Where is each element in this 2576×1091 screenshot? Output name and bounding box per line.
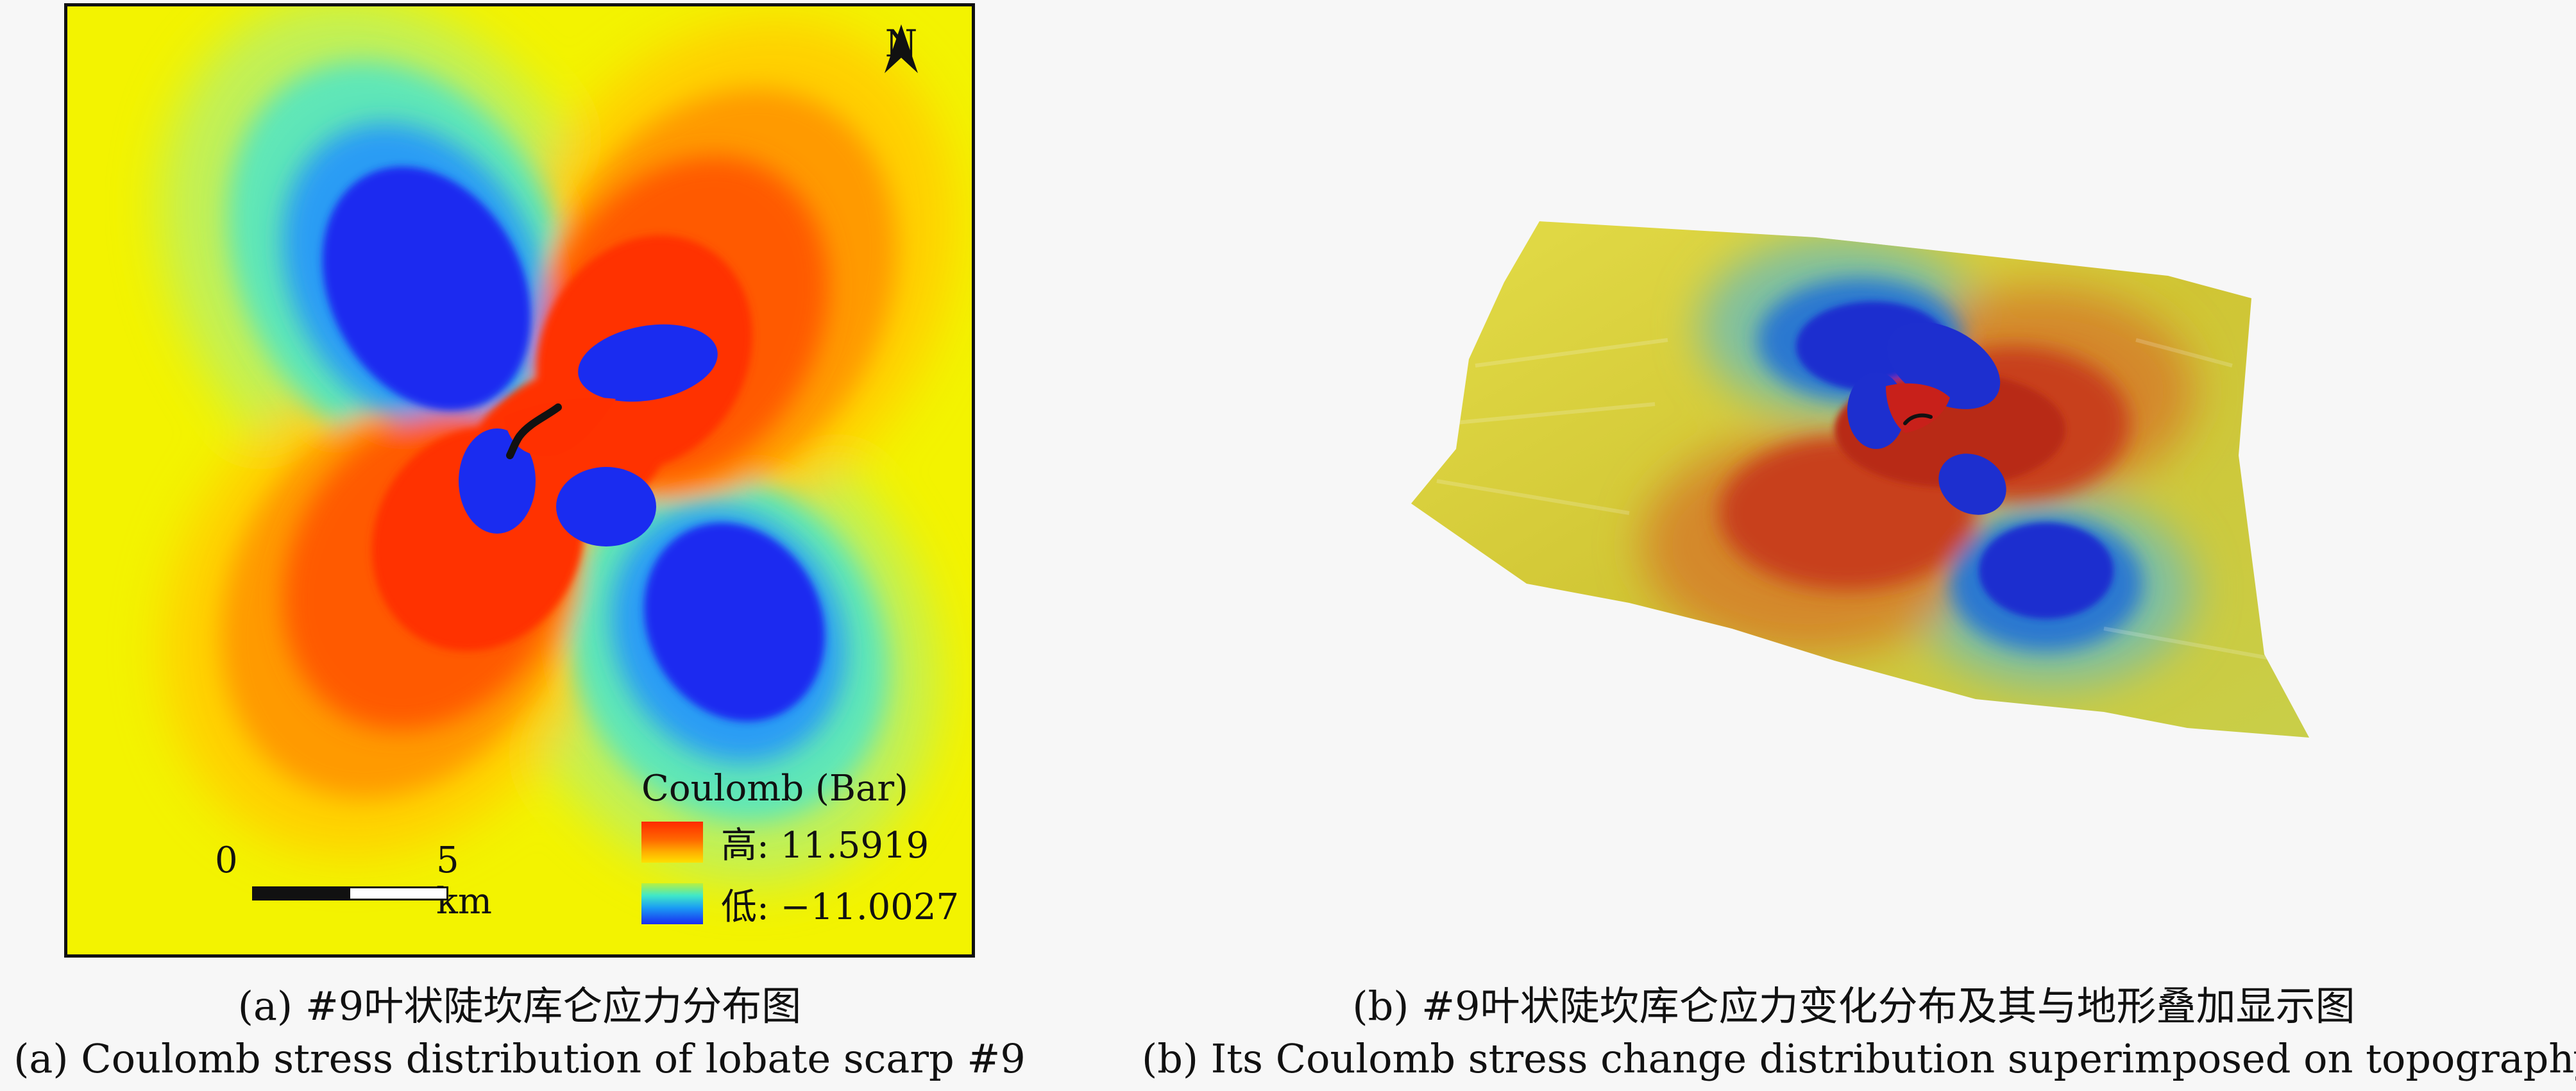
scale-start-label: 0 [215,840,238,881]
caption-b-en: (b) Its Coulomb stress change distributi… [1142,1035,2576,1082]
north-arrow: N [882,24,920,73]
coulomb-stress-map: N Coulomb (Bar) 高: 11.5919 低: −11.0027 0… [64,3,975,958]
scale-end-label: 5 km [436,840,493,922]
draped-surface-graphic [1411,221,2309,738]
scale-bar: 0 5 km [157,840,492,922]
legend: Coulomb (Bar) 高: 11.5919 低: −11.0027 [641,766,972,935]
fault-trace-3d [1903,413,1933,425]
legend-low: 低: −11.0027 [641,873,972,935]
caption-a: (a) #9叶状陡坎库仑应力分布图 (a) Coulomb stress dis… [0,980,1039,1085]
legend-high: 高: 11.5919 [641,811,972,873]
legend-high-label: 高: 11.5919 [721,824,929,867]
north-arrow-icon [885,24,918,73]
legend-low-swatch [641,883,703,924]
legend-high-swatch [641,822,703,863]
caption-a-cn: (a) #9叶状陡坎库仑应力分布图 [237,983,802,1029]
caption-b: (b) #9叶状陡坎库仑应力变化分布及其与地形叠加显示图 (b) Its Cou… [1142,980,2576,1085]
legend-low-label: 低: −11.0027 [721,886,960,928]
stress-topography-3d [1398,212,2322,763]
stress-field-graphic [67,6,972,954]
caption-b-cn: (b) #9叶状陡坎库仑应力变化分布及其与地形叠加显示图 [1352,983,2355,1029]
legend-title: Coulomb (Bar) [641,768,909,809]
scale-bar-graphic [252,886,448,901]
fault-trace [506,403,562,459]
caption-a-en: (a) Coulomb stress distribution of lobat… [13,1035,1026,1082]
